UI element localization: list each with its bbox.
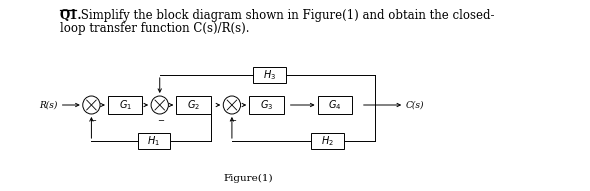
Bar (137, 133, 171, 149)
Text: −: − (157, 116, 164, 125)
Bar (108, 96, 142, 114)
Bar (249, 96, 284, 114)
Text: R(s): R(s) (40, 100, 58, 109)
Text: $G_1$: $G_1$ (119, 98, 132, 112)
Bar (253, 67, 286, 83)
Text: $G_3$: $G_3$ (260, 98, 273, 112)
Text: −: − (89, 116, 96, 125)
Bar (311, 133, 343, 149)
Text: loop transfer function C(s)/R(s).: loop transfer function C(s)/R(s). (60, 22, 249, 35)
Bar (317, 96, 352, 114)
Text: Simplify the block diagram shown in Figure(1) and obtain the closed-: Simplify the block diagram shown in Figu… (77, 9, 494, 22)
Text: $G_2$: $G_2$ (187, 98, 200, 112)
Text: $G_4$: $G_4$ (328, 98, 342, 112)
Text: C(s): C(s) (406, 100, 425, 109)
Text: Q1.: Q1. (60, 9, 82, 22)
Circle shape (151, 96, 168, 114)
Text: $H_3$: $H_3$ (263, 68, 276, 82)
Text: Figure(1): Figure(1) (223, 173, 273, 183)
Circle shape (223, 96, 241, 114)
Text: −: − (230, 116, 237, 125)
Circle shape (83, 96, 100, 114)
Text: $H_1$: $H_1$ (148, 134, 160, 148)
Text: $H_2$: $H_2$ (321, 134, 333, 148)
Bar (176, 96, 211, 114)
